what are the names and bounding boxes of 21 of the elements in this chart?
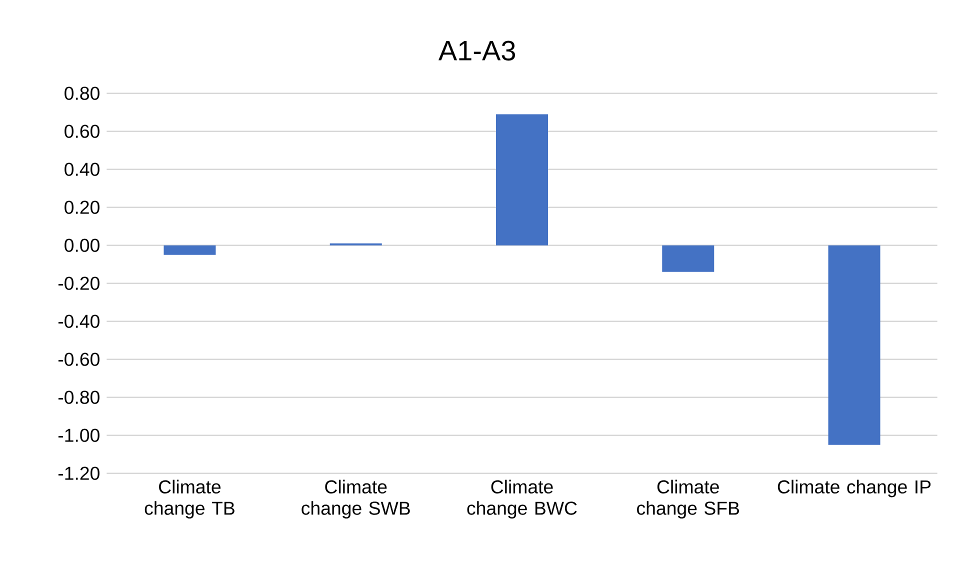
y-tick-label: -1.20	[58, 466, 100, 480]
x-tick-label: Climate change TB	[144, 480, 234, 519]
y-tick-label: 0.20	[64, 200, 100, 214]
bar	[828, 245, 880, 445]
y-tick-label: 0.00	[64, 238, 100, 252]
x-tick-label: Climate change IP	[778, 480, 931, 498]
bar	[662, 245, 714, 272]
y-tick-label: 0.60	[64, 124, 100, 138]
y-tick-label: -1.00	[58, 428, 100, 442]
y-tick-label: 0.80	[64, 86, 100, 100]
x-tick-label: Climate change SFB	[637, 480, 740, 519]
chart-title: A1-A3	[438, 40, 516, 61]
y-tick-label: -0.20	[58, 276, 100, 290]
bar	[496, 114, 548, 246]
y-tick-label: -0.80	[58, 390, 100, 404]
x-tick-label: Climate change BWC	[467, 480, 577, 519]
bar	[164, 245, 216, 255]
y-tick-label: 0.40	[64, 162, 100, 176]
y-tick-label: -0.40	[58, 314, 100, 328]
x-tick-label: Climate change SWB	[302, 480, 410, 519]
y-tick-label: -0.60	[58, 352, 100, 366]
